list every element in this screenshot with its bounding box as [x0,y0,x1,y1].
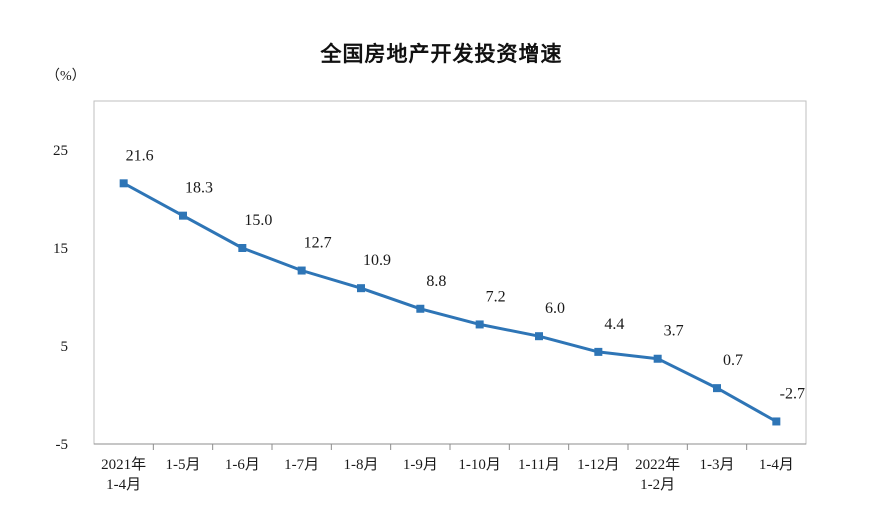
x-tick-label: 1-8月 [344,457,379,473]
x-tick-label: 1-11月 [518,457,560,473]
y-tick-label: 25 [53,143,68,159]
x-tick-label: 1-4月 [759,457,794,473]
data-point [772,417,781,426]
y-tick-label: 15 [53,241,68,257]
x-tick-label: 1-6月 [225,457,260,473]
data-point [119,179,128,188]
chart-title: 全国房地产开发投资增速 [320,42,563,66]
data-label: 12.7 [304,235,332,252]
series-layer: 21.6 18.3 15.0 12.7 10.9 8.8 7.2 6.0 4.4 3.7 0.7 -2… [119,147,805,426]
data-point [238,244,247,252]
x-tick-label: 1-5月 [166,457,201,473]
data-label: 21.6 [126,147,154,164]
y-axis-unit-label: （%） [46,68,86,84]
data-label: -2.7 [780,385,805,402]
series-line [122,181,778,423]
data-point [535,332,543,341]
data-point [653,354,662,363]
y-tick-label: 5 [61,339,69,355]
data-label: 7.2 [486,288,506,305]
x-tick-label: 2021年 1-4月 [101,456,146,493]
data-label: 10.9 [363,252,391,269]
x-tick-label: 1-9月 [403,457,438,473]
data-point [297,266,306,275]
y-axis-ticks: 25 15 5 -5 [53,143,68,453]
data-label: 8.8 [426,273,446,290]
data-point [594,347,603,356]
plot-area-frame [93,100,807,445]
y-tick-label: -5 [56,437,69,453]
x-tick-label: 1-12月 [577,457,620,473]
data-point [357,284,365,293]
data-point [179,211,187,220]
data-point [475,320,484,329]
x-tick-label: 1-10月 [458,457,501,473]
data-label: 6.0 [545,300,565,317]
x-tick-label: 1-7月 [284,457,319,473]
data-label: 0.7 [723,352,743,369]
data-label: 15.0 [244,212,272,229]
data-label: 18.3 [185,180,213,197]
data-label: 3.7 [664,323,684,340]
data-label: 4.4 [604,316,624,333]
x-axis-ticks: 2021年 1-4月 1-5月 1-6月 1-7月 1-8月 1-9月 1-10月 1-11月 1… [101,444,794,493]
data-point [416,304,425,313]
x-tick-label: 2022年 1-2月 [635,456,680,493]
data-point [713,384,721,393]
x-tick-label: 1-3月 [700,457,735,473]
